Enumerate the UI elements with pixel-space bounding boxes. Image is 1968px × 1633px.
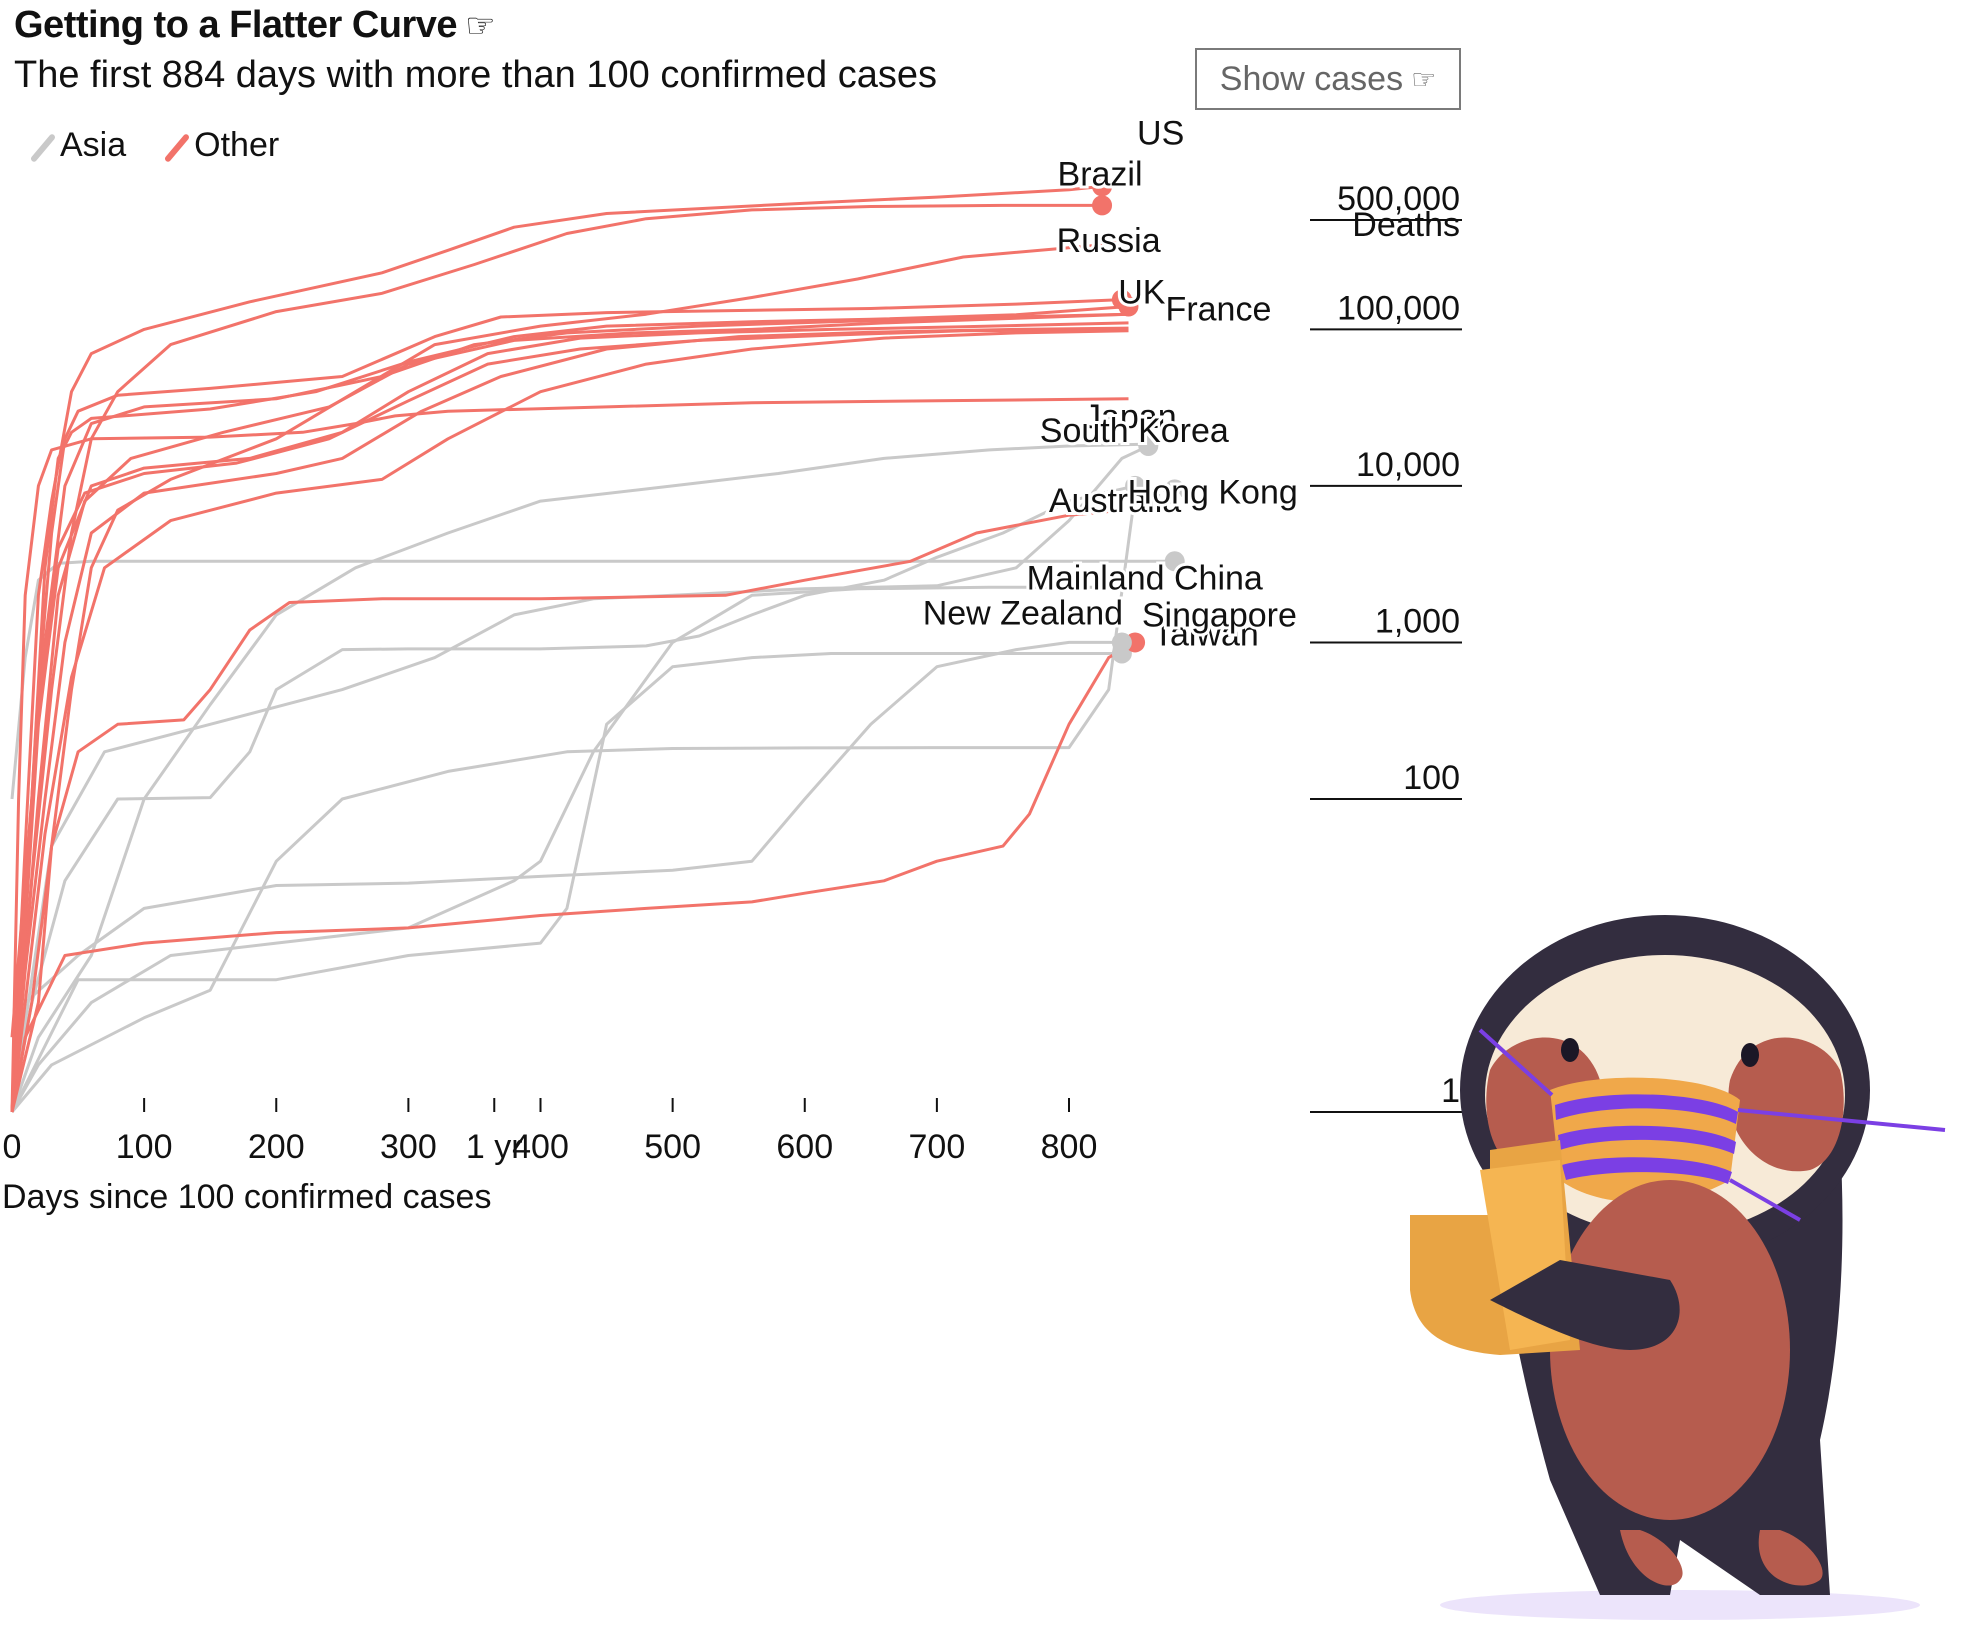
x-tick-label: 200 (248, 1128, 305, 1166)
y-tick-label: 1 (1441, 1072, 1460, 1110)
chart-subtitle: The first 884 days with more than 100 co… (14, 54, 938, 96)
series-label: UK (1118, 274, 1166, 312)
legend: Asia Other (28, 126, 279, 165)
series-line[interactable] (10, 326, 1129, 1113)
x-axis-title: Days since 100 confirmed cases (2, 1178, 491, 1216)
series-end-dot[interactable] (1164, 479, 1185, 500)
series-label: US (1137, 114, 1184, 152)
series-line[interactable] (10, 487, 1175, 1113)
y-axis-title: Deaths (1352, 206, 1460, 244)
show-cases-button[interactable]: Show cases ☞ (1195, 48, 1461, 110)
series-line[interactable] (10, 184, 1103, 1113)
y-tick-label: 100 (1403, 759, 1460, 797)
series-end-dot[interactable] (1138, 435, 1159, 456)
series-label: Australia (1049, 482, 1181, 520)
series-label: Japan (1084, 398, 1177, 436)
series-line[interactable] (10, 305, 1129, 1038)
series-line[interactable] (10, 652, 1122, 1113)
series-end-dot[interactable] (1098, 234, 1119, 255)
series-line[interactable] (10, 298, 1122, 1113)
series-label: South Korea (1040, 412, 1229, 450)
chart-title-text: Getting to a Flatter Curve (14, 4, 458, 46)
y-tick-label: 10,000 (1356, 446, 1460, 484)
pointer-hand-icon: ☞ (1411, 63, 1437, 95)
x-annotation-label: 1 yr (466, 1128, 523, 1166)
series-line[interactable] (10, 242, 1109, 1113)
x-tick-label: 600 (776, 1128, 833, 1166)
x-tick-label: 300 (380, 1128, 437, 1166)
legend-label-other: Other (194, 126, 280, 164)
series-end-dot[interactable] (1125, 475, 1146, 496)
x-tick-label: 0 (3, 1128, 22, 1166)
y-tick-label: 500,000 (1337, 180, 1460, 218)
series-label: Mainland China (1027, 559, 1263, 597)
series-line[interactable] (10, 312, 1129, 1113)
series-end-dot[interactable] (1118, 296, 1139, 317)
series-line[interactable] (10, 312, 1129, 1113)
series-label: Taiwan (1153, 615, 1259, 653)
series-line[interactable] (10, 641, 1136, 1113)
series-line[interactable] (10, 442, 1149, 1113)
series-line[interactable] (10, 508, 1123, 1113)
series-label: France (1166, 291, 1272, 329)
series-end-dot[interactable] (1092, 176, 1113, 197)
series-line[interactable] (10, 484, 1136, 1113)
x-tick-label: 700 (909, 1128, 966, 1166)
series-line[interactable] (10, 203, 1102, 1113)
series-line[interactable] (10, 329, 1129, 1113)
chart-title: Getting to a Flatter Curve ☞ (14, 4, 496, 47)
series-line[interactable] (10, 397, 1129, 1113)
series-end-dot[interactable] (1164, 551, 1185, 572)
series-line[interactable] (10, 585, 1122, 1113)
legend-label-asia: Asia (60, 126, 127, 164)
legend-item-other[interactable]: Other (162, 126, 279, 165)
x-tick-label: 100 (116, 1128, 173, 1166)
show-cases-label: Show cases (1219, 59, 1404, 98)
series-end-dot[interactable] (1092, 195, 1113, 216)
y-tick-label: 1,000 (1375, 602, 1460, 640)
series-line[interactable] (10, 640, 1122, 1113)
x-tick-label: 500 (644, 1128, 701, 1166)
pointer-hand-icon[interactable]: ☞ (465, 7, 496, 45)
series-label: Brazil (1058, 155, 1143, 193)
series-line[interactable] (10, 321, 1129, 1113)
series-line[interactable] (10, 327, 1129, 1113)
series-label: Singapore (1142, 596, 1297, 634)
series-end-dot[interactable] (1111, 632, 1132, 653)
y-tick-label: 100,000 (1337, 289, 1460, 327)
legend-item-asia[interactable]: Asia (28, 126, 126, 165)
x-tick-label: 400 (512, 1128, 569, 1166)
series-label: Hong Kong (1128, 473, 1298, 511)
series-label: New Zealand (923, 594, 1123, 632)
sloth-with-mask-icon (1410, 915, 1946, 1620)
x-tick-label: 800 (1041, 1128, 1098, 1166)
series-label: Russia (1057, 222, 1161, 260)
